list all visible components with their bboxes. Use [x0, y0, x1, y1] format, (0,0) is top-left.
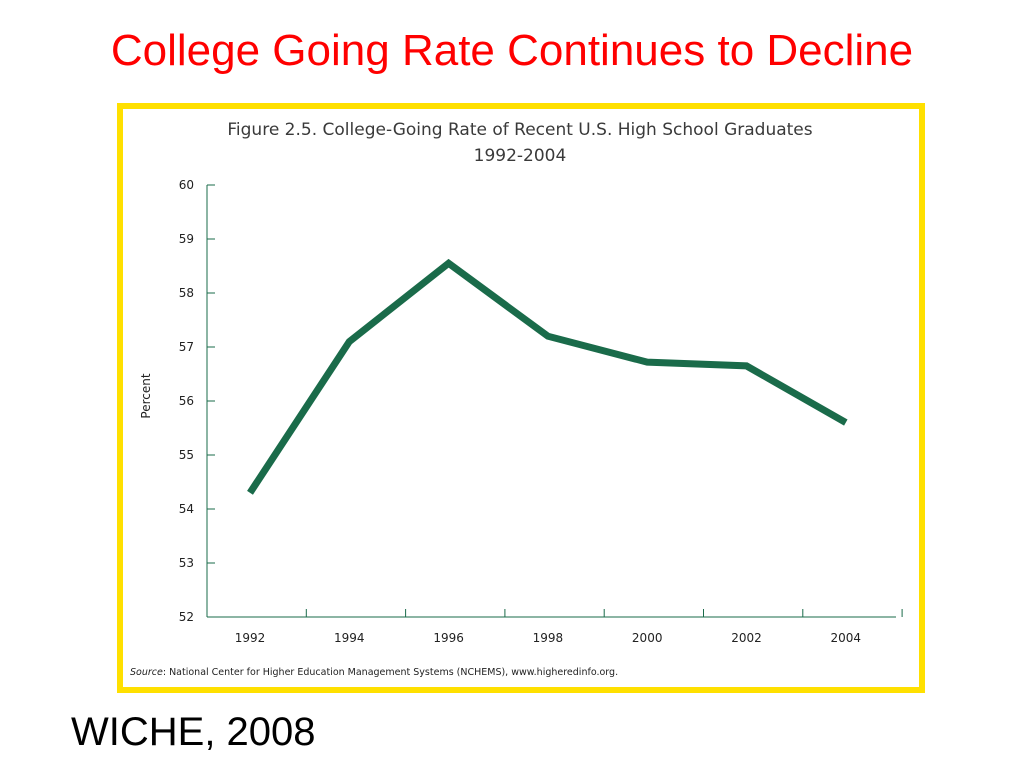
y-tick-label: 58: [179, 286, 194, 300]
y-tick-label: 59: [179, 232, 194, 246]
source-text: : National Center for Higher Education M…: [163, 667, 618, 678]
y-tick-label: 54: [179, 502, 194, 516]
y-tick-label: 52: [179, 610, 194, 624]
y-tick-label: 57: [179, 340, 194, 354]
y-tick-label: 53: [179, 556, 194, 570]
figure-frame: Figure 2.5. College-Going Rate of Recent…: [117, 103, 925, 693]
x-tick-label: 1998: [533, 631, 564, 645]
slide-title: College Going Rate Continues to Decline: [110, 26, 914, 75]
source-note: Source: National Center for Higher Educa…: [130, 667, 618, 678]
y-tick-label: 56: [179, 394, 194, 408]
axes: [206, 184, 903, 618]
footer-credit: WICHE, 2008: [71, 710, 316, 754]
x-tick-label: 2004: [831, 631, 862, 645]
x-tick-label: 2000: [632, 631, 663, 645]
x-tick-label: 1994: [334, 631, 365, 645]
tick-labels: 52 53 54 55 56 57 58 59 60 1992 1994 1996 1998 2000 20…: [179, 178, 861, 645]
x-tick-label: 1992: [235, 631, 266, 645]
series-layer: [247, 258, 848, 495]
x-tick-label: 1996: [433, 631, 464, 645]
series-line: [247, 258, 848, 495]
x-tick-label: 2002: [731, 631, 762, 645]
y-tick-label: 60: [179, 178, 194, 192]
y-tick-label: 55: [179, 448, 194, 462]
chart-title-line1: Figure 2.5. College-Going Rate of Recent…: [227, 120, 812, 140]
line-chart: Figure 2.5. College-Going Rate of Recent…: [130, 120, 903, 678]
chart-title-line2: 1992-2004: [474, 146, 567, 166]
source-label: Source: [130, 667, 163, 678]
y-axis-label: Percent: [139, 373, 153, 418]
